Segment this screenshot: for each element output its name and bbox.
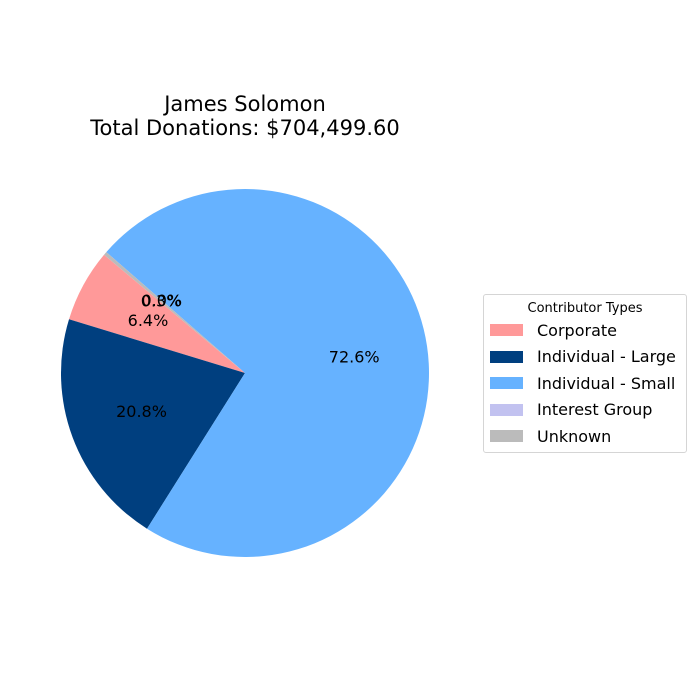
legend-label: Individual - Large [537, 347, 676, 367]
legend-label: Corporate [537, 320, 617, 340]
pie-label-individual-small: 72.6% [329, 347, 380, 366]
legend-swatch [490, 377, 523, 390]
legend-item-unknown: Unknown [484, 423, 686, 450]
chart-title-name: James Solomon [164, 92, 326, 116]
pie-label-interest-group: 0.0% [141, 291, 182, 310]
legend-swatch [490, 403, 523, 416]
pie-slices [61, 188, 430, 557]
pie-slice-individual-large [61, 319, 245, 529]
legend-item-individual-large: Individual - Large [484, 344, 686, 371]
pie-slice-unknown [104, 252, 245, 373]
chart-title: James Solomon Total Donations: $704,499.… [90, 92, 399, 140]
legend-label: Unknown [537, 426, 612, 446]
pie-slice-corporate [69, 254, 245, 373]
legend-swatch [490, 430, 523, 443]
legend: Contributor Types Corporate Individual -… [483, 294, 687, 453]
legend-label: Individual - Small [537, 373, 676, 393]
legend-item-individual-small: Individual - Small [484, 370, 686, 397]
pie-labels: 6.4% 20.8% 72.6% 0.0%0.3% [116, 291, 380, 421]
legend-label: Interest Group [537, 400, 653, 420]
pie-label-unknown: 0.3% [141, 292, 182, 311]
pie-slice-individual-small [106, 188, 430, 557]
legend-swatch [490, 324, 523, 337]
chart-title-total: Total Donations: $704,499.60 [90, 116, 400, 140]
pie-label-corporate: 6.4% [128, 311, 169, 330]
legend-title: Contributor Types [527, 301, 643, 316]
legend-item-corporate: Corporate [484, 317, 686, 344]
pie-label-individual-large: 20.8% [116, 402, 167, 421]
legend-item-interest-group: Interest Group [484, 397, 686, 424]
legend-swatch [490, 350, 523, 363]
